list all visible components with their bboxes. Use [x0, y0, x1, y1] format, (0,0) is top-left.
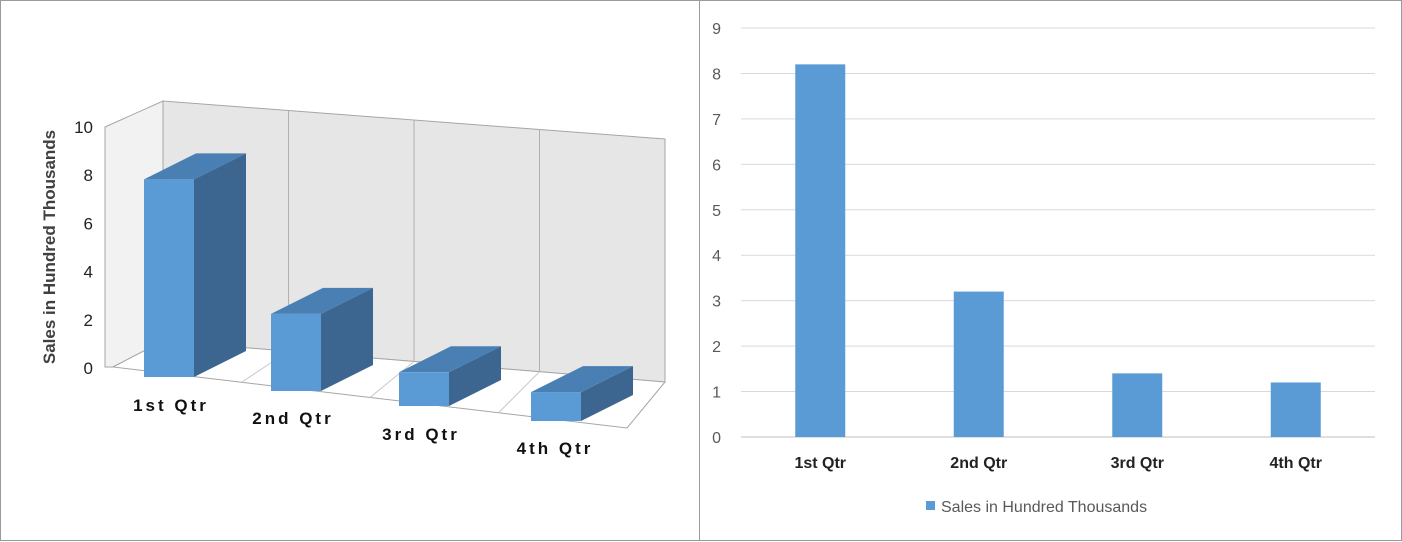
bar-3d-side	[194, 153, 246, 377]
bar-2nd-qtr	[953, 291, 1004, 437]
x-tick-label-4th-qtr: 4th Qtr	[1270, 455, 1322, 472]
y-tick-label: 3	[712, 294, 721, 311]
y-tick-label: 4	[712, 248, 721, 265]
y-axis-title: Sales in Hundred Thousands	[40, 130, 59, 364]
y-tick-label: 0	[712, 430, 721, 447]
legend-label: Sales in Hundred Thousands	[941, 499, 1147, 516]
chart-2d-panel: 0 1 2 3 4 5 6 7 8 9 1st Qtr 2nd Qtr 3rd Qtr 4th Qtr Sa…	[699, 0, 1402, 541]
y-tick-label: 5	[712, 203, 721, 220]
y-tick-label: 10	[74, 118, 93, 137]
bar-3d	[531, 392, 581, 421]
bar-1st-qtr	[795, 64, 846, 437]
chart-2d-svg: 0 1 2 3 4 5 6 7 8 9 1st Qtr 2nd Qtr 3rd Qtr 4th Qtr Sa…	[712, 21, 1375, 516]
x-tick-label-3rd-qtr: 3rd Qtr	[1111, 455, 1164, 472]
bar-3d	[144, 179, 194, 377]
x-tick-label-1st-qtr: 1st Qtr	[794, 455, 846, 472]
y-tick-label: 6	[712, 157, 721, 174]
x-tick-label-2nd-qtr: 2nd Qtr	[950, 455, 1007, 472]
bar-3d-top	[531, 366, 633, 393]
bar-3d	[271, 313, 321, 391]
y-tick-label: 6	[84, 214, 93, 233]
chart-3d-panel: 0 2 4 6 8 10 Sales in Hundred Thousands 1st Qtr…	[0, 0, 700, 541]
y-tick-label: 2	[712, 339, 721, 356]
x-tick-label-3rd-qtr: 3rd Qtr	[382, 425, 460, 444]
floor-divider	[498, 371, 540, 414]
y-tick-label: 1	[712, 385, 721, 402]
bar-3d	[399, 372, 449, 406]
y-tick-label: 2	[84, 311, 93, 330]
bar-3d-side	[581, 366, 633, 421]
y-tick-label: 8	[84, 166, 93, 185]
y-tick-label: 0	[84, 359, 93, 378]
bar-3d-top	[399, 346, 501, 373]
x-tick-label-4th-qtr: 4th Qtr	[517, 439, 594, 458]
floor-divider	[369, 361, 415, 398]
chart-3d-svg: 0 2 4 6 8 10 Sales in Hundred Thousands 1st Qtr…	[40, 100, 666, 458]
bar-4th-qtr	[1270, 382, 1321, 437]
bar-3d-side	[321, 287, 373, 391]
y-tick-label: 9	[712, 21, 721, 38]
legend: Sales in Hundred Thousands	[926, 499, 1147, 516]
x-tick-label-1st-qtr: 1st Qtr	[133, 396, 209, 415]
x-tick-label-2nd-qtr: 2nd Qtr	[252, 409, 333, 428]
y-tick-label: 8	[712, 66, 721, 83]
legend-swatch	[926, 501, 935, 510]
bar-3d-side	[449, 346, 501, 406]
bar-3d-top	[144, 153, 246, 180]
y-tick-label: 7	[712, 112, 721, 129]
bar-3d-top	[271, 287, 373, 314]
bar-3rd-qtr	[1112, 373, 1163, 437]
y-tick-label: 4	[84, 263, 93, 282]
